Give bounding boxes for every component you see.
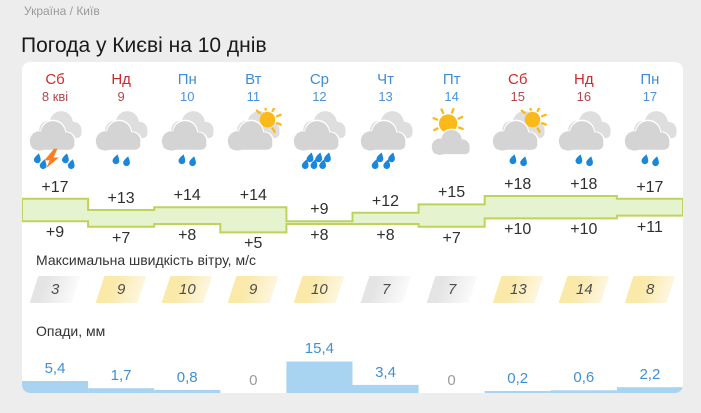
wind-speed-badge: 7 (360, 276, 411, 303)
day-name: Пн (154, 71, 220, 88)
precip-value: 1,7 (88, 367, 154, 384)
day-name: Ср (286, 71, 352, 88)
wind-row: 39109107713148 (22, 276, 683, 306)
low-temp: +7 (88, 230, 154, 248)
wind-speed-badge: 13 (492, 276, 543, 303)
rain-icon (353, 108, 419, 174)
low-temp: +11 (617, 219, 683, 237)
sun-cloud-icon (419, 108, 485, 174)
day-name: Пт (419, 71, 485, 88)
day-date: 9 (88, 89, 154, 104)
high-temp: +14 (154, 187, 220, 205)
precip-value: 2,2 (617, 366, 683, 383)
day-name: Пн (617, 71, 683, 88)
day-date: 15 (485, 89, 551, 104)
precip-value: 5,4 (22, 360, 88, 377)
rain-icon (154, 108, 220, 174)
wind-speed-badge: 14 (558, 276, 609, 303)
heavy-rain-icon (286, 108, 352, 174)
page-title: Погода у Києві на 10 днів (21, 34, 267, 58)
day-name: Нд (88, 71, 154, 88)
day-date: 16 (551, 89, 617, 104)
high-temp: +9 (286, 201, 352, 219)
cloud-sun-icon (220, 108, 286, 174)
day-name: Вт (220, 71, 286, 88)
precip-value: 0,6 (551, 369, 617, 386)
high-temp: +14 (220, 187, 286, 205)
wind-speed-badge: 7 (426, 276, 477, 303)
low-temp: +8 (286, 227, 352, 245)
wind-speed-badge: 9 (228, 276, 279, 303)
wind-speed-badge: 8 (625, 276, 676, 303)
low-temp: +8 (154, 227, 220, 245)
high-temp: +17 (22, 179, 88, 197)
high-temp: +13 (88, 190, 154, 208)
low-temp: +10 (551, 221, 617, 239)
high-temp: +18 (551, 176, 617, 194)
rain-icon (617, 108, 683, 174)
day-name: Чт (353, 71, 419, 88)
wind-speed-badge: 9 (96, 276, 147, 303)
precip-value: 0,2 (485, 370, 551, 387)
day-date: 17 (617, 89, 683, 104)
sun-rain-icon (485, 108, 551, 174)
day-name: Нд (551, 71, 617, 88)
wind-speed-badge: 10 (294, 276, 345, 303)
forecast-card: Сб8 квіНд9Пн10Вт11Ср12Чт13Пт14Сб15Нд16Пн… (22, 62, 683, 393)
day-date: 10 (154, 89, 220, 104)
precip-value: 15,4 (286, 340, 352, 357)
low-temp: +5 (220, 235, 286, 253)
precip-value: 0 (419, 372, 485, 389)
high-temp: +17 (617, 179, 683, 197)
high-temp: +15 (419, 184, 485, 202)
breadcrumb[interactable]: Україна / Київ (24, 4, 100, 18)
wind-section-label: Максимальна швидкість вітру, м/с (36, 252, 256, 268)
day-date: 8 кві (22, 89, 88, 104)
precip-section-label: Опади, мм (36, 323, 105, 339)
high-temp: +18 (485, 176, 551, 194)
wind-speed-badge: 3 (30, 276, 81, 303)
precip-value: 0,8 (154, 369, 220, 386)
day-name: Сб (22, 71, 88, 88)
day-name: Сб (485, 71, 551, 88)
low-temp: +8 (353, 227, 419, 245)
precip-value: 3,4 (353, 364, 419, 381)
precip-value: 0 (220, 372, 286, 389)
day-date: 11 (220, 89, 286, 104)
day-date: 13 (353, 89, 419, 104)
low-temp: +10 (485, 221, 551, 239)
thunderstorm-icon (22, 108, 88, 174)
rain-icon (551, 108, 617, 174)
wind-speed-badge: 10 (162, 276, 213, 303)
high-temp: +12 (353, 193, 419, 211)
day-date: 14 (419, 89, 485, 104)
rain-icon (88, 108, 154, 174)
low-temp: +7 (419, 230, 485, 248)
low-temp: +9 (22, 224, 88, 242)
day-date: 12 (286, 89, 352, 104)
